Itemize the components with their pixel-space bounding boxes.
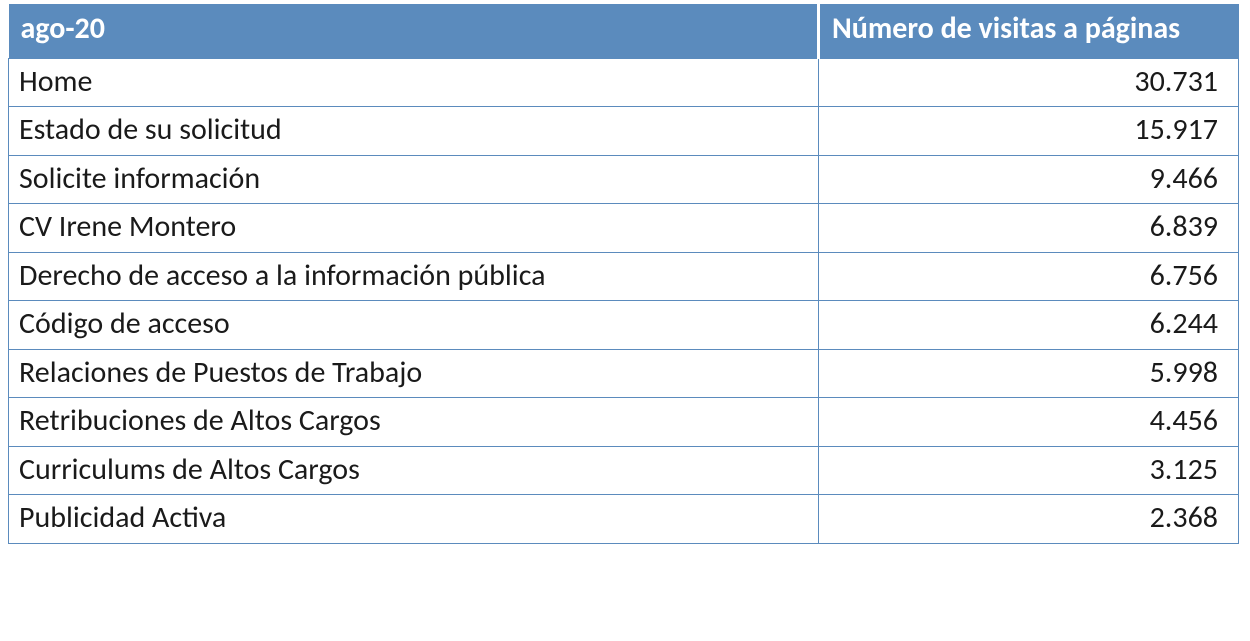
- cell-visits: 30.731: [819, 58, 1239, 107]
- cell-page: CV Irene Montero: [9, 204, 819, 253]
- table-header: ago-20 Número de visitas a páginas: [9, 4, 1239, 58]
- table-header-row: ago-20 Número de visitas a páginas: [9, 4, 1239, 58]
- cell-visits: 6.244: [819, 301, 1239, 350]
- cell-page: Home: [9, 58, 819, 107]
- cell-page: Relaciones de Puestos de Trabajo: [9, 349, 819, 398]
- cell-visits: 4.456: [819, 398, 1239, 447]
- table-row: Código de acceso6.244: [9, 301, 1239, 350]
- table-row: Curriculums de Altos Cargos3.125: [9, 446, 1239, 495]
- visits-table: ago-20 Número de visitas a páginas Home3…: [8, 4, 1239, 544]
- cell-page: Solicite información: [9, 155, 819, 204]
- cell-page: Estado de su solicitud: [9, 107, 819, 156]
- table-row: Publicidad Activa2.368: [9, 495, 1239, 544]
- cell-page: Publicidad Activa: [9, 495, 819, 544]
- cell-visits: 2.368: [819, 495, 1239, 544]
- header-period: ago-20: [9, 4, 819, 58]
- table-body: Home30.731Estado de su solicitud15.917So…: [9, 58, 1239, 543]
- cell-visits: 3.125: [819, 446, 1239, 495]
- cell-visits: 6.839: [819, 204, 1239, 253]
- table-row: Home30.731: [9, 58, 1239, 107]
- cell-visits: 9.466: [819, 155, 1239, 204]
- cell-page: Curriculums de Altos Cargos: [9, 446, 819, 495]
- table-container: ago-20 Número de visitas a páginas Home3…: [0, 0, 1250, 548]
- cell-page: Código de acceso: [9, 301, 819, 350]
- table-row: Retribuciones de Altos Cargos4.456: [9, 398, 1239, 447]
- cell-page: Derecho de acceso a la información públi…: [9, 252, 819, 301]
- table-row: CV Irene Montero6.839: [9, 204, 1239, 253]
- header-visits: Número de visitas a páginas: [819, 4, 1239, 58]
- table-row: Relaciones de Puestos de Trabajo5.998: [9, 349, 1239, 398]
- cell-visits: 6.756: [819, 252, 1239, 301]
- cell-visits: 5.998: [819, 349, 1239, 398]
- cell-page: Retribuciones de Altos Cargos: [9, 398, 819, 447]
- table-row: Solicite información9.466: [9, 155, 1239, 204]
- cell-visits: 15.917: [819, 107, 1239, 156]
- table-row: Derecho de acceso a la información públi…: [9, 252, 1239, 301]
- table-row: Estado de su solicitud15.917: [9, 107, 1239, 156]
